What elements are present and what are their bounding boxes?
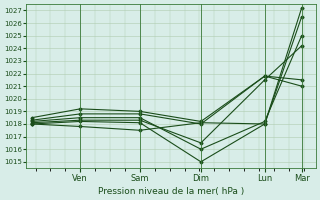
- X-axis label: Pression niveau de la mer( hPa ): Pression niveau de la mer( hPa ): [98, 187, 244, 196]
